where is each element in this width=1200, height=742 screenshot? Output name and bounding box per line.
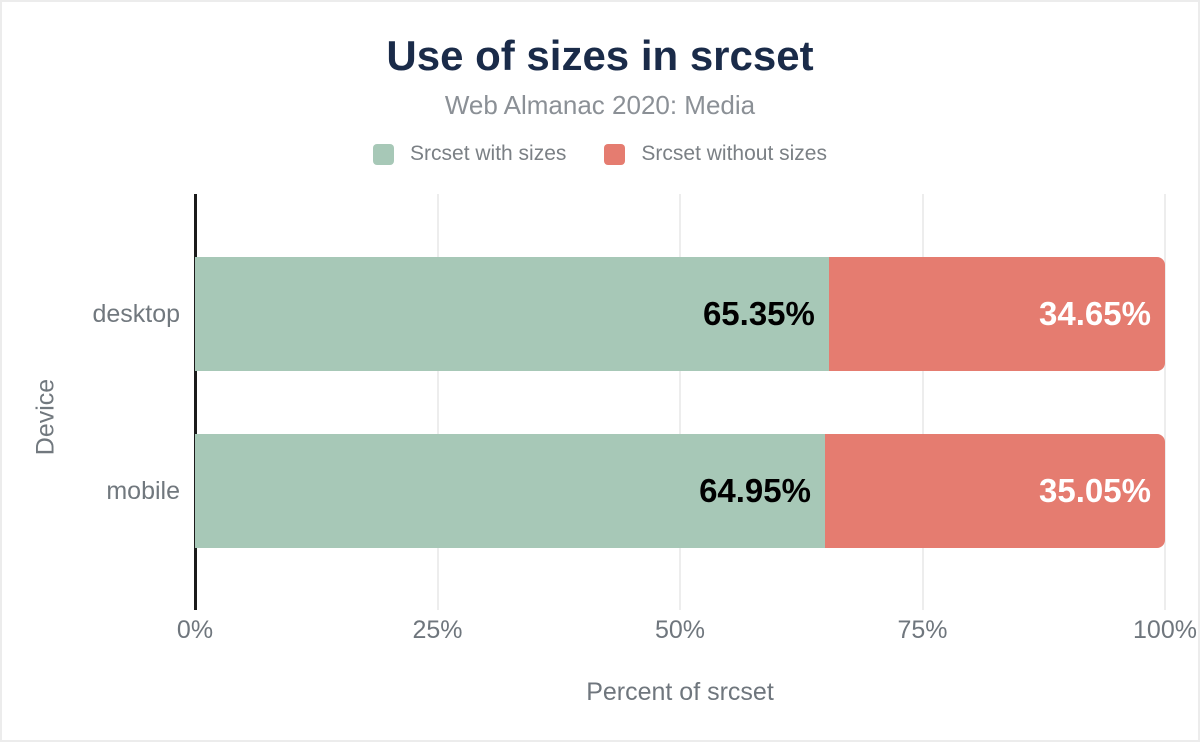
gridline-25 xyxy=(436,194,439,610)
bar-row-mobile: 64.95% 35.05% xyxy=(195,434,1165,548)
x-tick-label-100: 100% xyxy=(1133,616,1197,644)
bar-segment-desktop-2: 34.65% xyxy=(828,257,1165,371)
chart-title: Use of sizes in srcset xyxy=(386,32,814,79)
gridline-75 xyxy=(921,194,924,610)
bar-value-label: 35.05% xyxy=(1039,472,1151,509)
gridline-100 xyxy=(1164,194,1166,610)
x-tick-label-25: 25% xyxy=(412,616,463,644)
chart-subtitle: Web Almanac 2020: Media xyxy=(444,90,756,120)
bar-value-label: 65.35% xyxy=(702,295,815,332)
plot-area: 65.35% 34.65% 64.95% 35.05% xyxy=(194,194,1166,610)
legend-item-label: Srcset without sizes xyxy=(641,142,827,165)
bar-row-desktop: 65.35% 34.65% xyxy=(195,257,1165,371)
legend-swatch-icon xyxy=(604,143,626,165)
bar-value-label: 64.95% xyxy=(699,472,811,509)
legend-item-2: Srcset without sizes xyxy=(604,142,827,166)
x-axis-title: Percent of srcset xyxy=(586,678,774,706)
bar-value-label: 34.65% xyxy=(1039,295,1151,332)
gridline-50 xyxy=(679,194,681,610)
x-tick-label-50: 50% xyxy=(654,616,706,644)
category-label-desktop: desktop xyxy=(92,300,180,328)
x-tick-label-0: 0% xyxy=(176,616,214,644)
bar-segment-desktop-1: 65.35% xyxy=(195,257,829,371)
y-axis-line xyxy=(194,194,197,610)
y-axis-title: Device xyxy=(31,378,60,456)
legend-swatch-icon xyxy=(373,143,395,165)
x-tick-label-75: 75% xyxy=(897,616,948,644)
category-label-mobile: mobile xyxy=(106,477,180,505)
legend-item-label: Srcset with sizes xyxy=(410,142,567,165)
legend-item-1: Srcset with sizes xyxy=(373,142,566,166)
bar-segment-mobile-2: 35.05% xyxy=(825,434,1165,548)
chart-legend: Srcset with sizes Srcset without sizes xyxy=(2,141,1198,167)
bar-segment-mobile-1: 64.95% xyxy=(195,434,825,548)
